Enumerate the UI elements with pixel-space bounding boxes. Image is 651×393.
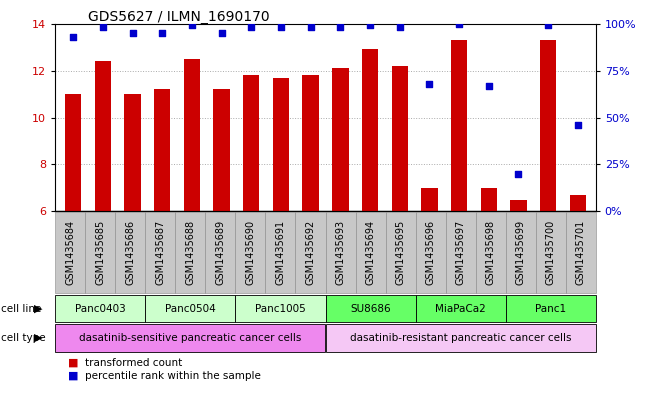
- Bar: [570, 195, 586, 211]
- Bar: [273, 77, 289, 211]
- Bar: [94, 61, 111, 211]
- Text: ■: ■: [68, 358, 83, 368]
- Text: GSM1435701: GSM1435701: [575, 220, 586, 285]
- Bar: [421, 188, 437, 211]
- Text: dasatinib-resistant pancreatic cancer cells: dasatinib-resistant pancreatic cancer ce…: [350, 333, 572, 343]
- Bar: [243, 75, 260, 211]
- Point: [246, 24, 256, 31]
- Point: [513, 171, 523, 177]
- Text: GDS5627 / ILMN_1690170: GDS5627 / ILMN_1690170: [88, 10, 270, 24]
- Text: GSM1435698: GSM1435698: [486, 220, 495, 285]
- Point: [98, 24, 108, 31]
- Text: SU8686: SU8686: [350, 303, 391, 314]
- Bar: [451, 40, 467, 211]
- Text: GSM1435684: GSM1435684: [65, 220, 76, 285]
- Point: [305, 24, 316, 31]
- Text: GSM1435685: GSM1435685: [95, 220, 105, 285]
- Bar: [540, 40, 557, 211]
- Point: [128, 30, 138, 36]
- Bar: [303, 75, 319, 211]
- Bar: [214, 89, 230, 211]
- Text: GSM1435688: GSM1435688: [186, 220, 195, 285]
- Text: GSM1435696: GSM1435696: [426, 220, 436, 285]
- Bar: [154, 89, 171, 211]
- Text: GSM1435694: GSM1435694: [365, 220, 376, 285]
- Text: GSM1435693: GSM1435693: [335, 220, 346, 285]
- Text: ■: ■: [68, 371, 83, 381]
- Point: [157, 30, 167, 36]
- Bar: [362, 50, 378, 211]
- Point: [68, 33, 78, 40]
- Text: GSM1435697: GSM1435697: [456, 220, 465, 285]
- Text: GSM1435700: GSM1435700: [546, 220, 556, 285]
- Bar: [124, 94, 141, 211]
- Text: Panc1005: Panc1005: [255, 303, 306, 314]
- Text: dasatinib-sensitive pancreatic cancer cells: dasatinib-sensitive pancreatic cancer ce…: [79, 333, 301, 343]
- Point: [365, 22, 375, 29]
- Bar: [510, 200, 527, 211]
- Text: ▶: ▶: [33, 303, 42, 314]
- Text: GSM1435691: GSM1435691: [275, 220, 286, 285]
- Point: [573, 122, 583, 128]
- Text: percentile rank within the sample: percentile rank within the sample: [85, 371, 260, 381]
- Point: [276, 24, 286, 31]
- Point: [543, 22, 553, 29]
- Text: MiaPaCa2: MiaPaCa2: [436, 303, 486, 314]
- Point: [484, 83, 494, 89]
- Text: Panc0504: Panc0504: [165, 303, 215, 314]
- Text: cell type: cell type: [1, 333, 46, 343]
- Text: GSM1435699: GSM1435699: [516, 220, 525, 285]
- Text: GSM1435695: GSM1435695: [396, 220, 406, 285]
- Text: GSM1435692: GSM1435692: [305, 220, 316, 285]
- Point: [424, 81, 435, 87]
- Point: [395, 24, 405, 31]
- Point: [216, 30, 227, 36]
- Bar: [332, 68, 348, 211]
- Text: GSM1435687: GSM1435687: [156, 220, 165, 285]
- Point: [454, 20, 464, 27]
- Bar: [391, 66, 408, 211]
- Text: Panc1: Panc1: [535, 303, 566, 314]
- Text: ▶: ▶: [33, 333, 42, 343]
- Point: [335, 24, 346, 31]
- Text: GSM1435689: GSM1435689: [215, 220, 225, 285]
- Point: [187, 22, 197, 29]
- Text: GSM1435686: GSM1435686: [126, 220, 135, 285]
- Text: transformed count: transformed count: [85, 358, 182, 368]
- Bar: [184, 59, 200, 211]
- Text: cell line: cell line: [1, 303, 41, 314]
- Bar: [480, 188, 497, 211]
- Text: GSM1435690: GSM1435690: [245, 220, 255, 285]
- Text: Panc0403: Panc0403: [75, 303, 126, 314]
- Bar: [65, 94, 81, 211]
